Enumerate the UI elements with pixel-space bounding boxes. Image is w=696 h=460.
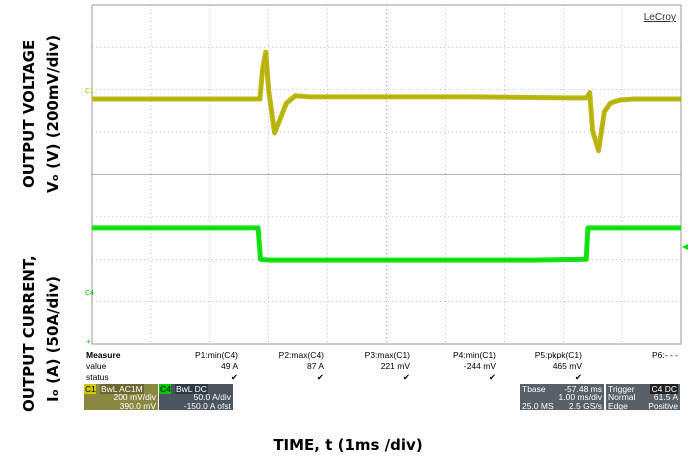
- measure-col-status-p2: ✔: [316, 372, 324, 382]
- traces: [92, 49, 681, 263]
- measure-heading: Measure: [86, 350, 121, 360]
- timebase-label: Tbase: [522, 384, 546, 394]
- measure-col-name-p4: P4:min(C1): [453, 350, 496, 360]
- series-c4-core: [92, 227, 681, 261]
- measure-col-value-p1: 49 A: [220, 361, 238, 371]
- c1-channel-box[interactable]: C1 BwL AC1M 200 mV/div 390.0 mV: [84, 384, 158, 411]
- c1-marker: C1: [85, 88, 94, 95]
- trigger-label: Trigger: [608, 384, 635, 394]
- c1-channel-flags: BwL AC1M: [100, 384, 144, 394]
- measure-col-value-p3: 221 mV: [380, 361, 410, 371]
- measure-col-value-p4: -244 mV: [463, 361, 496, 371]
- scope-corner-marker: +: [86, 337, 91, 346]
- measure-col-name-p2: P2:max(C4): [278, 350, 324, 360]
- x-axis-label: TIME, t (1ms /div): [273, 436, 423, 454]
- timebase-box[interactable]: Tbase -57.48 ms 1.00 ms/div 25.0 MS 2.5 …: [520, 384, 604, 411]
- scope-plot: LeCroy C1 C4 +: [85, 4, 688, 346]
- voltage-axis-label-line2: Vₒ (V) (200mV/div): [44, 34, 62, 193]
- c4-marker: C4: [85, 290, 94, 297]
- measure-col-value-p2: 87 A: [306, 361, 324, 371]
- series-c1-core: [92, 51, 681, 151]
- measure-col-status-p1: ✔: [230, 372, 238, 382]
- oscilloscope-display: LeCroy C1 C4 + Measure value status P1:m…: [84, 4, 688, 411]
- trigger-slope: Positive: [648, 401, 678, 411]
- measure-col-name-p1: P1:min(C4): [195, 350, 238, 360]
- c4-channel-flags: BwL DC: [175, 384, 208, 394]
- timebase-per-div: 1.00 ms/div: [558, 392, 602, 402]
- current-axis-label-line1: OUTPUT CURRENT,: [20, 255, 38, 412]
- timebase-rate: 2.5 GS/s: [568, 401, 602, 411]
- c1-channel-scale: 200 mV/div: [113, 392, 156, 402]
- c4-trigger-marker: [682, 244, 688, 250]
- measure-col-status-p5: ✔: [574, 372, 582, 382]
- brand-logo: LeCroy: [644, 12, 676, 23]
- c4-channel-tag: C4: [160, 384, 171, 394]
- trigger-mode: Normal: [608, 392, 636, 402]
- measure-col-name-p3: P3:max(C1): [364, 350, 410, 360]
- c4-channel-box[interactable]: C4 BwL DC 50.0 A/div -150.0 A ofst: [159, 384, 233, 411]
- measure-col-name-p6: P6:- - -: [652, 350, 678, 360]
- measure-col-status-p3: ✔: [402, 372, 410, 382]
- voltage-axis-label-line1: OUTPUT VOLTAGE: [20, 39, 38, 188]
- c1-channel-offset: 390.0 mV: [119, 401, 156, 411]
- measure-row-label-status: status: [86, 372, 109, 382]
- timebase-samples: 25.0 MS: [522, 401, 554, 411]
- measure-row-label-value: value: [86, 361, 107, 371]
- measure-col-value-p5: 465 mV: [552, 361, 582, 371]
- c1-channel-tag: C1: [85, 384, 96, 394]
- measure-col-status-p4: ✔: [488, 372, 496, 382]
- current-axis-label-line2: Iₒ (A) (50A/div): [44, 276, 62, 402]
- c4-channel-scale: 50.0 A/div: [193, 392, 231, 402]
- c4-channel-offset: -150.0 A ofst: [183, 401, 231, 411]
- trigger-tags: C4 DC: [650, 384, 678, 394]
- measure-col-name-p5: P5:pkpk(C1): [534, 350, 582, 360]
- trigger-type: Edge: [608, 401, 628, 411]
- trigger-box[interactable]: Trigger C4 DC Normal 61.5 A Edge Positiv…: [606, 384, 680, 411]
- timebase-delay: -57.48 ms: [564, 384, 602, 394]
- trigger-level: 61.5 A: [653, 392, 678, 402]
